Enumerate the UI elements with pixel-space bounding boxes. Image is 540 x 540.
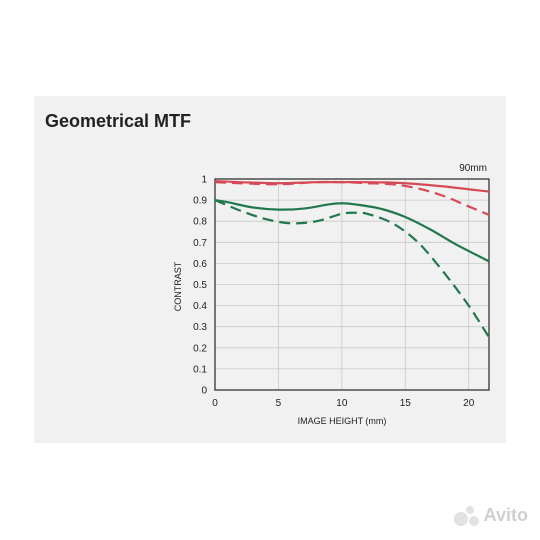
y-tick-label: 0.4 bbox=[193, 301, 207, 312]
chart-panel bbox=[34, 96, 506, 443]
x-axis-label: IMAGE HEIGHT (mm) bbox=[298, 416, 387, 426]
x-tick-label: 20 bbox=[463, 398, 475, 409]
y-tick-label: 0.8 bbox=[193, 217, 207, 228]
series-line-solid bbox=[214, 199, 490, 263]
y-tick-label: 1 bbox=[201, 175, 207, 186]
y-tick-label: 0.7 bbox=[193, 238, 207, 249]
x-tick-label: 0 bbox=[212, 398, 218, 409]
series-line-dashed bbox=[214, 180, 490, 216]
watermark-text: Avito bbox=[483, 505, 528, 525]
y-tick-label: 0.6 bbox=[193, 259, 207, 270]
chart-annotation: 90mm bbox=[459, 163, 487, 174]
y-tick-label: 0.3 bbox=[193, 322, 207, 333]
x-tick-label: 10 bbox=[336, 398, 348, 409]
page-title: Geometrical MTF bbox=[45, 111, 192, 131]
x-tick-label: 15 bbox=[400, 398, 412, 409]
y-tick-label: 0.5 bbox=[193, 280, 207, 291]
watermark: Avito bbox=[453, 505, 528, 526]
y-tick-label: 0.2 bbox=[193, 343, 207, 354]
y-tick-label: 0.1 bbox=[193, 364, 207, 375]
plot-frame bbox=[214, 178, 490, 391]
series-line-dashed bbox=[214, 199, 490, 338]
y-tick-label: 0.9 bbox=[193, 196, 207, 207]
x-tick-label: 5 bbox=[276, 398, 282, 409]
avito-logo-icon bbox=[453, 505, 480, 526]
y-axis-label: CONTRAST bbox=[173, 261, 183, 311]
y-tick-label: 0 bbox=[201, 386, 207, 397]
